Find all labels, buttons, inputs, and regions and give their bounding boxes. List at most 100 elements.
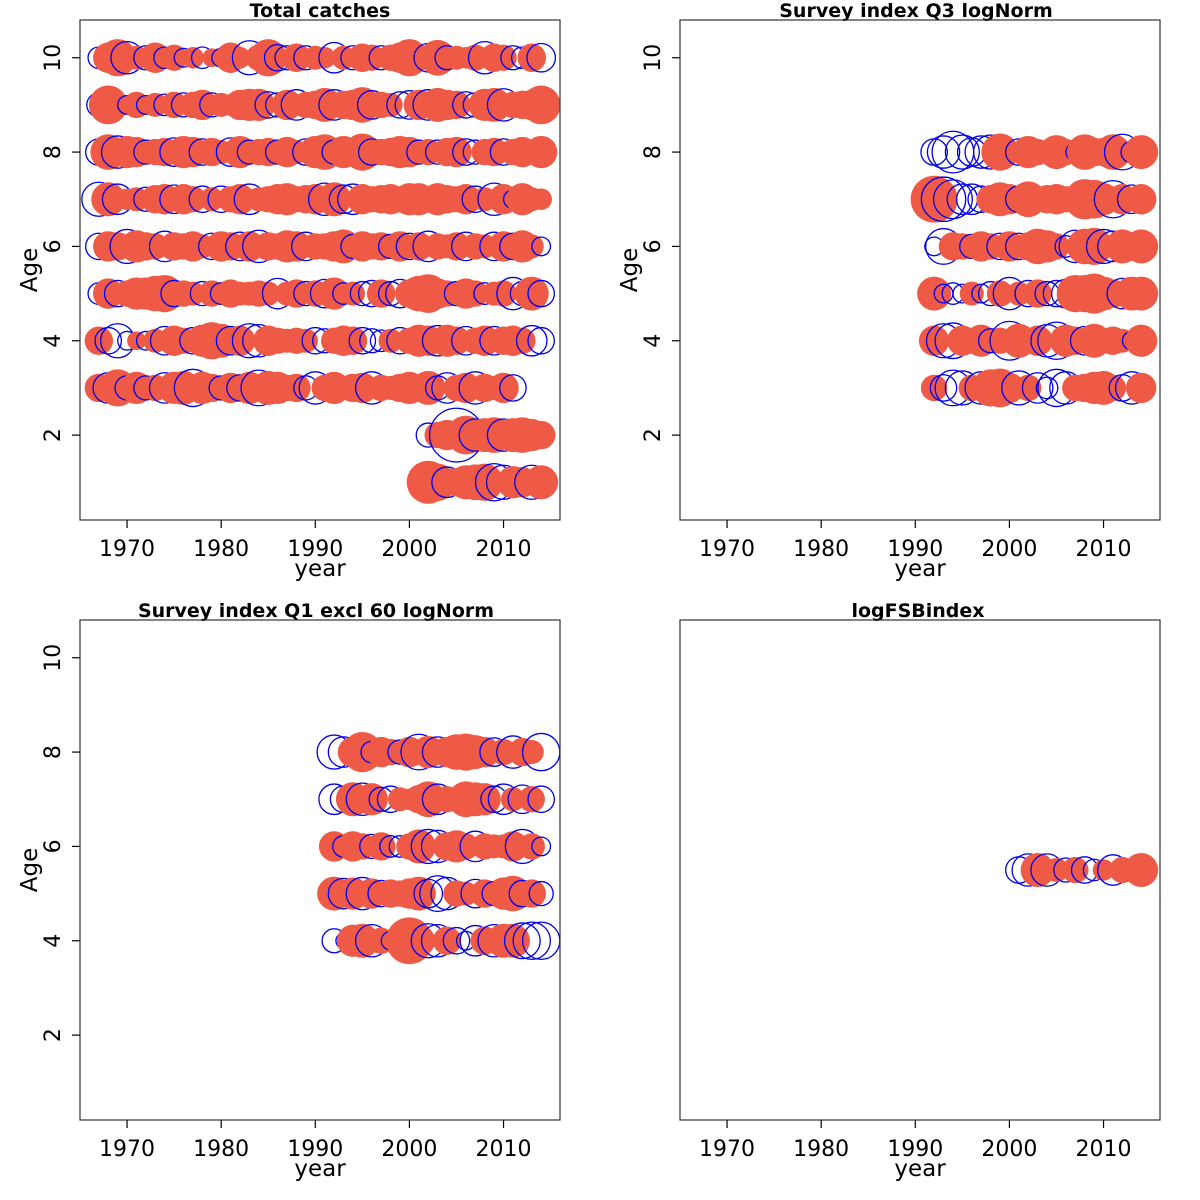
bubble-positive [344, 87, 381, 123]
bubble-positive [120, 371, 153, 405]
bubble-positive [1099, 374, 1127, 402]
bubble-layer [316, 731, 561, 965]
y-axis-title: Age [17, 248, 43, 292]
bubble-positive [1124, 135, 1159, 170]
bubble-positive [249, 39, 287, 77]
panel-logfsbindex: logFSBindex 1970 1980 1990 2000 2010 year [679, 600, 1161, 1182]
bubble-negative [512, 921, 552, 961]
bubble-positive [521, 85, 561, 125]
bubble-positive [402, 924, 435, 957]
x-axis-title: year [894, 556, 946, 582]
y-tick-label: 2 [41, 428, 66, 442]
x-tick-label: 1980 [193, 1137, 249, 1162]
bubble-positive [366, 279, 396, 308]
x-tick-label: 2000 [381, 1137, 437, 1162]
x-tick-label: 1980 [193, 537, 249, 562]
bubble-positive [317, 277, 351, 310]
x-axis-title: year [294, 556, 346, 582]
bubble-positive [93, 278, 124, 309]
bubble-positive [920, 374, 948, 402]
bubble-positive [442, 326, 471, 355]
y-tick-label: 8 [641, 145, 666, 159]
bubble-positive [404, 232, 434, 261]
bubble-positive [1095, 134, 1131, 170]
bubble-positive [199, 187, 224, 212]
bubble-positive [345, 923, 380, 958]
bubble-negative [413, 878, 444, 909]
bubble-layer [81, 39, 561, 504]
bubble-positive [229, 46, 251, 69]
x-tick-label: 1970 [699, 537, 755, 562]
x-tick-label: 1980 [793, 1137, 849, 1162]
plot-frame [679, 619, 1161, 1121]
bubble-layer [910, 130, 1159, 408]
x-tick-label: 2010 [476, 1137, 532, 1162]
bubble-positive [1125, 372, 1157, 404]
plot-frame [79, 619, 561, 1121]
bubble-positive [1125, 324, 1158, 357]
bubble-negative [929, 374, 958, 402]
bubble-positive [317, 182, 352, 217]
bubble-positive [514, 276, 549, 311]
y-tick-label: 4 [641, 334, 666, 348]
x-tick-label: 1970 [99, 537, 155, 562]
bubble-positive [394, 136, 425, 168]
bubble-positive [918, 325, 950, 356]
bubble-negative [944, 134, 981, 170]
bubble-positive [179, 186, 207, 213]
bubble-positive [530, 188, 552, 210]
x-tick-label: 2000 [981, 1137, 1037, 1162]
bubble-positive [411, 370, 446, 405]
bubble-positive [242, 88, 275, 122]
y-axis-title: Age [617, 248, 643, 292]
bubble-positive [256, 281, 281, 306]
bubble-positive [1015, 374, 1042, 402]
bubble-positive [500, 787, 525, 812]
bubble-positive [441, 136, 472, 168]
y-tick-label: 8 [41, 145, 66, 159]
bubble-positive [1075, 227, 1113, 266]
axis-layer: 1970 1980 1990 2000 2010 [699, 1120, 1132, 1162]
bubble-positive [1124, 853, 1159, 887]
bubble-positive [517, 43, 546, 72]
bubble-positive [160, 91, 188, 119]
bubble-positive [469, 736, 500, 768]
bubble-negative [926, 135, 961, 169]
bubble-negative [1035, 376, 1059, 400]
bubble-positive [517, 879, 546, 908]
y-tick-label: 6 [41, 839, 66, 853]
x-tick-label: 2010 [1076, 1137, 1132, 1162]
bubble-positive [224, 325, 256, 356]
bubble-positive [518, 786, 545, 813]
y-tick-label: 2 [641, 428, 666, 442]
bubble-negative [528, 880, 554, 907]
bubble-positive [986, 280, 1014, 307]
bubble-negative [527, 785, 555, 814]
x-tick-label: 1980 [793, 537, 849, 562]
axis-layer: 1970 1980 1990 2000 2010 2 4 6 8 10 [41, 44, 532, 562]
bubble-positive [1020, 853, 1055, 887]
x-tick-label: 1970 [699, 1137, 755, 1162]
bubble-positive [366, 832, 396, 861]
bubble-positive [293, 328, 318, 353]
panel-total-catches: Total catches 1970 1980 1990 2000 2010 2 4 6 8 10… [17, 0, 561, 582]
bubble-positive [143, 92, 168, 117]
bubble-positive [490, 280, 517, 307]
bubble-negative [515, 324, 548, 357]
bubble-positive [224, 184, 256, 215]
bubble-negative [1021, 372, 1054, 404]
panel-title: logFSBindex [851, 600, 984, 622]
bubble-positive [1124, 276, 1159, 311]
bubble-positive [1062, 856, 1089, 884]
bubble-positive [462, 280, 489, 307]
x-axis-title: year [294, 1156, 346, 1182]
bubble-negative [442, 926, 471, 955]
bubble-positive [282, 43, 311, 72]
y-tick-label: 10 [41, 44, 66, 72]
bubble-positive [338, 326, 368, 355]
bubble-layer [1005, 853, 1159, 887]
axis-layer: 1970 1980 1990 2000 2010 2 4 6 8 10 [641, 44, 1132, 562]
bubble-negative [531, 836, 552, 857]
y-tick-label: 6 [641, 239, 666, 253]
